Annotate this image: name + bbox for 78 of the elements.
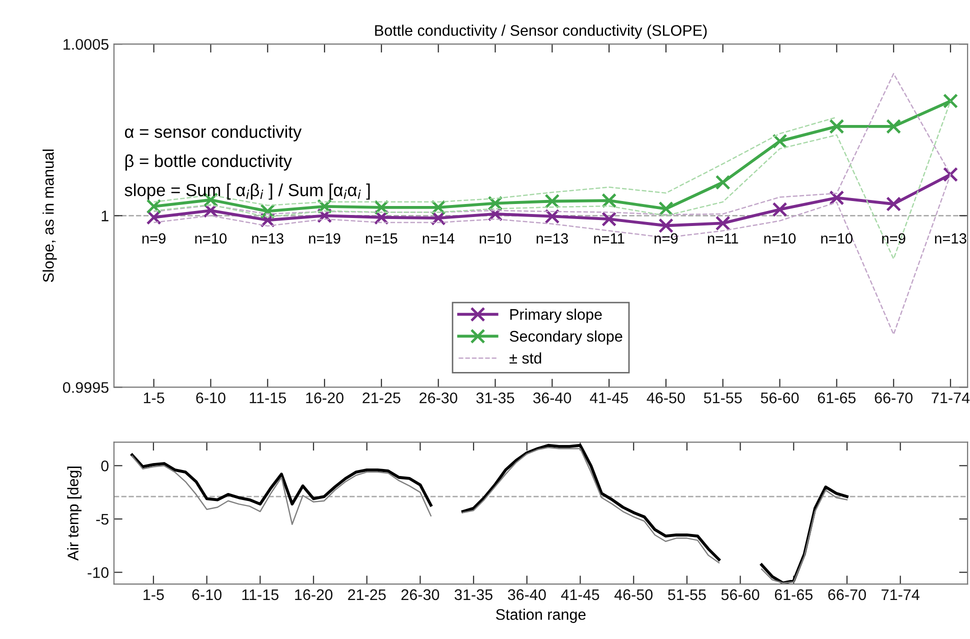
x-tick-label: 26-30 [420,392,458,404]
x-tick-label: 36-40 [508,589,546,600]
x-tick-label: 21-25 [348,589,386,600]
annotation: n=19 [309,233,340,244]
point [943,94,958,109]
x-axis-title: Station range [496,608,586,623]
y-axis-title: Air temp [deg] [67,466,82,561]
point [715,216,730,231]
annotation: n=13 [536,233,568,244]
x-tick-label: 41-45 [561,589,600,600]
x-tick-label: 61-65 [818,392,856,404]
x-tick-label: 41-45 [590,392,628,404]
x-tick-label: 31-35 [476,392,514,404]
annotation: n=14 [422,233,454,244]
point [374,200,389,215]
annotation: n=10 [195,233,227,244]
annotation: β = bottle conductivity [125,154,292,171]
annotation: n=10 [480,233,512,244]
x-tick-label: 56-60 [760,392,799,404]
text: slope = Sum [ α$_{i}$β$_{i}$ ] / Sum [α$_{i}$α$_{i}$ ] [124,183,370,200]
x-tick-label: 6-10 [192,589,222,600]
x-tick-label: 11-15 [242,589,278,600]
point [943,166,958,182]
point [715,174,730,190]
y-tick-label: -10 [88,567,109,578]
legend-label: ± std [510,352,542,364]
annotation: α = sensor conductivity [124,125,302,142]
legend-label: Primary slope [510,308,602,323]
x-tick-label: 11-15 [250,392,286,404]
point [829,190,844,206]
point [544,194,560,209]
x-tick-label: 31-35 [454,589,492,600]
y-tick-label: 1.0005 [64,38,108,50]
annotation: n=9 [654,233,678,244]
x-tick-label: 1-5 [144,392,164,404]
x-tick-label: 51-55 [668,589,706,600]
x-tick-label: 26-30 [401,589,440,600]
y-tick-label: 0 [101,460,109,472]
y-tick-label: 0.9995 [62,382,108,393]
point [829,118,844,134]
point [772,134,788,149]
x-tick-label: 66-70 [874,392,913,404]
x-tick-label: 71-74 [932,392,970,404]
point [886,196,902,212]
x-tick-label: 61-65 [774,589,813,600]
point [544,208,560,224]
annotation: n=13 [935,233,966,244]
x-tick-label: 66-70 [828,589,866,600]
point [658,218,674,234]
chart-title: Bottle conductivity / Sensor conductivity (SLOPE) [375,24,707,39]
x-tick-label: 46-50 [614,589,653,600]
x-tick-label: 16-20 [295,589,332,600]
x-tick-label: 56-60 [721,589,760,600]
x-tick-label: 71-74 [882,589,920,600]
legend-label: Secondary slope [510,330,622,345]
point [886,118,902,134]
annotation: n=11 [594,233,624,244]
y-tick-label: 1 [102,210,108,222]
point [602,193,617,208]
point [146,198,162,214]
x-tick-label: 36-40 [533,392,572,404]
annotation: n=11 [708,233,738,244]
annotation: n=15 [366,233,398,244]
annotation: n=10 [821,233,853,244]
annotation: n=9 [882,233,906,244]
x-tick-label: 6-10 [196,392,226,404]
annotation: n=13 [252,233,284,244]
annotation: n=9 [142,233,166,244]
y-tick-label: -5 [96,514,108,525]
x-tick-label: 46-50 [646,392,685,404]
x-tick-label: 16-20 [306,392,344,404]
x-tick-label: 51-55 [704,392,742,404]
y-axis-title: Slope, as in manual [42,150,57,282]
annotation: n=10 [764,233,796,244]
point [658,201,674,216]
point [772,202,788,217]
x-tick-label: 1-5 [144,589,164,600]
x-tick-label: 21-25 [362,392,400,404]
